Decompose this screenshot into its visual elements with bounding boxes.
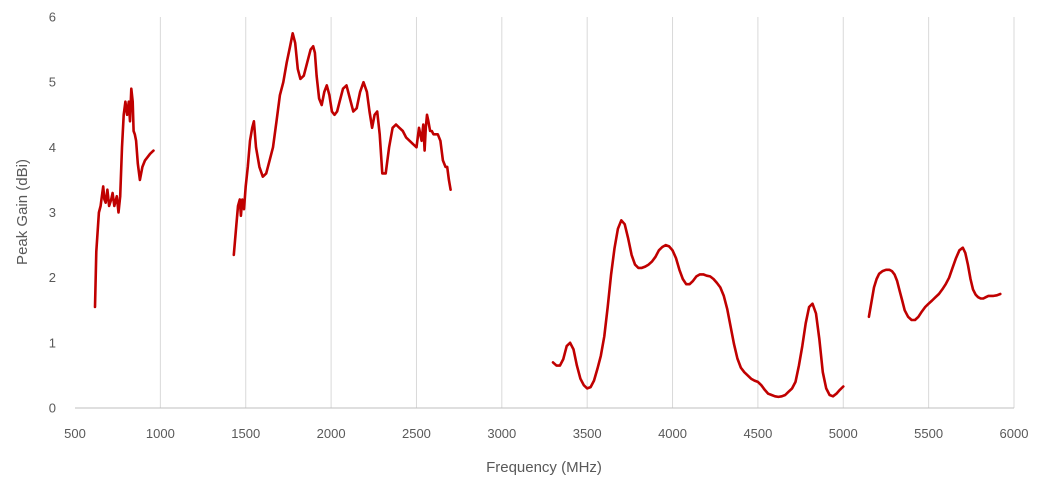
x-tick-label: 6000 [1000, 426, 1029, 441]
gridlines [159, 17, 1015, 408]
y-axis-ticks: 0 1 2 3 4 5 6 [49, 10, 56, 416]
y-tick-label: 5 [49, 75, 56, 90]
x-tick-label: 2000 [317, 426, 346, 441]
y-tick-label: 2 [49, 270, 56, 285]
series-line-segment-2 [232, 31, 452, 257]
y-tick-label: 3 [49, 205, 56, 220]
y-tick-label: 4 [49, 140, 56, 155]
y-tick-label: 6 [49, 10, 56, 25]
x-axis-ticks: 500 1000 1500 2000 2500 3000 3500 4000 4500 5000 5… [64, 426, 1028, 441]
y-axis-title: Peak Gain (dBi) [14, 159, 31, 265]
x-tick-label: 4500 [743, 426, 772, 441]
x-tick-label: 3500 [573, 426, 602, 441]
x-tick-label: 4000 [658, 426, 687, 441]
y-tick-label: 1 [49, 335, 56, 350]
x-tick-label: 5500 [914, 426, 943, 441]
series-line-segment-3 [551, 219, 845, 399]
series-line-segment-4 [867, 246, 1002, 322]
x-tick-label: 3000 [487, 426, 516, 441]
x-tick-label: 5000 [829, 426, 858, 441]
y-tick-label: 0 [49, 401, 56, 416]
x-tick-label: 2500 [402, 426, 431, 441]
x-tick-label: 500 [64, 426, 86, 441]
x-axis-title: Frequency (MHz) [486, 459, 602, 476]
x-tick-label: 1500 [231, 426, 260, 441]
x-tick-label: 1000 [146, 426, 175, 441]
series-line-segment-1 [93, 87, 155, 309]
peak-gain-series [93, 31, 1002, 399]
